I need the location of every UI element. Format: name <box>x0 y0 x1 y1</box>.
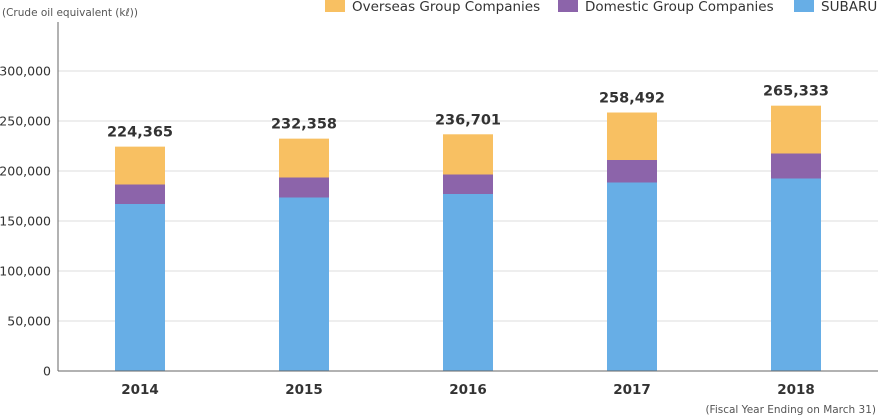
y-tick-label: 300,000 <box>0 64 51 79</box>
x-axis-categories: 2014 2015 2016 2017 2018 <box>121 382 815 398</box>
axes <box>57 22 878 372</box>
x-category-label: 2018 <box>777 382 815 398</box>
x-category-label: 2015 <box>285 382 323 398</box>
bar-total-label: 224,365 <box>107 125 173 141</box>
legend-label: SUBARU <box>821 0 877 15</box>
bar-segment-overseas-group-companies <box>607 112 657 160</box>
x-category-label: 2016 <box>449 382 487 398</box>
legend-swatch <box>794 0 814 12</box>
bar-segment-domestic-group-companies <box>443 174 493 194</box>
bar-segment-domestic-group-companies <box>607 160 657 183</box>
bar-segment-subaru <box>607 182 657 371</box>
bar-segment-subaru <box>443 194 493 371</box>
bar-segment-domestic-group-companies <box>279 177 329 198</box>
legend-label: Overseas Group Companies <box>352 0 540 15</box>
y-tick-label: 100,000 <box>0 264 51 279</box>
bar-segment-overseas-group-companies <box>115 146 165 185</box>
bar-segment-overseas-group-companies <box>443 134 493 175</box>
y-tick-label: 150,000 <box>0 214 51 229</box>
y-tick-label: 0 <box>43 364 51 379</box>
y-axis-unit-label: (Crude oil equivalent (kℓ)) <box>2 7 138 19</box>
y-axis-ticks: 0 50,000 100,000 150,000 200,000 250,000 300,0… <box>0 64 51 379</box>
bar-total-label: 265,333 <box>763 84 829 100</box>
fiscal-year-note: (Fiscal Year Ending on March 31) <box>705 404 876 416</box>
bar-segment-subaru <box>771 178 821 371</box>
bar-segment-subaru <box>279 197 329 371</box>
y-tick-label: 200,000 <box>0 164 51 179</box>
bar-total-label: 258,492 <box>599 91 665 107</box>
bar-total-label: 236,701 <box>435 112 501 128</box>
legend: Overseas Group Companies Domestic Group C… <box>325 0 877 15</box>
bar-segment-overseas-group-companies <box>279 138 329 178</box>
x-category-label: 2014 <box>121 382 159 398</box>
bar-total-labels: 224,365 232,358 236,701 258,492 265,333 <box>107 84 829 141</box>
legend-swatch <box>325 0 345 12</box>
legend-label: Domestic Group Companies <box>585 0 774 15</box>
x-category-label: 2017 <box>613 382 651 398</box>
bar-segment-domestic-group-companies <box>771 153 821 179</box>
y-tick-label: 50,000 <box>7 314 51 329</box>
y-tick-label: 250,000 <box>0 114 51 129</box>
bar-segment-domestic-group-companies <box>115 184 165 204</box>
legend-swatch <box>558 0 578 12</box>
bars <box>115 105 821 371</box>
bar-segment-subaru <box>115 204 165 371</box>
bar-segment-overseas-group-companies <box>771 105 821 154</box>
bar-total-label: 232,358 <box>271 117 337 133</box>
